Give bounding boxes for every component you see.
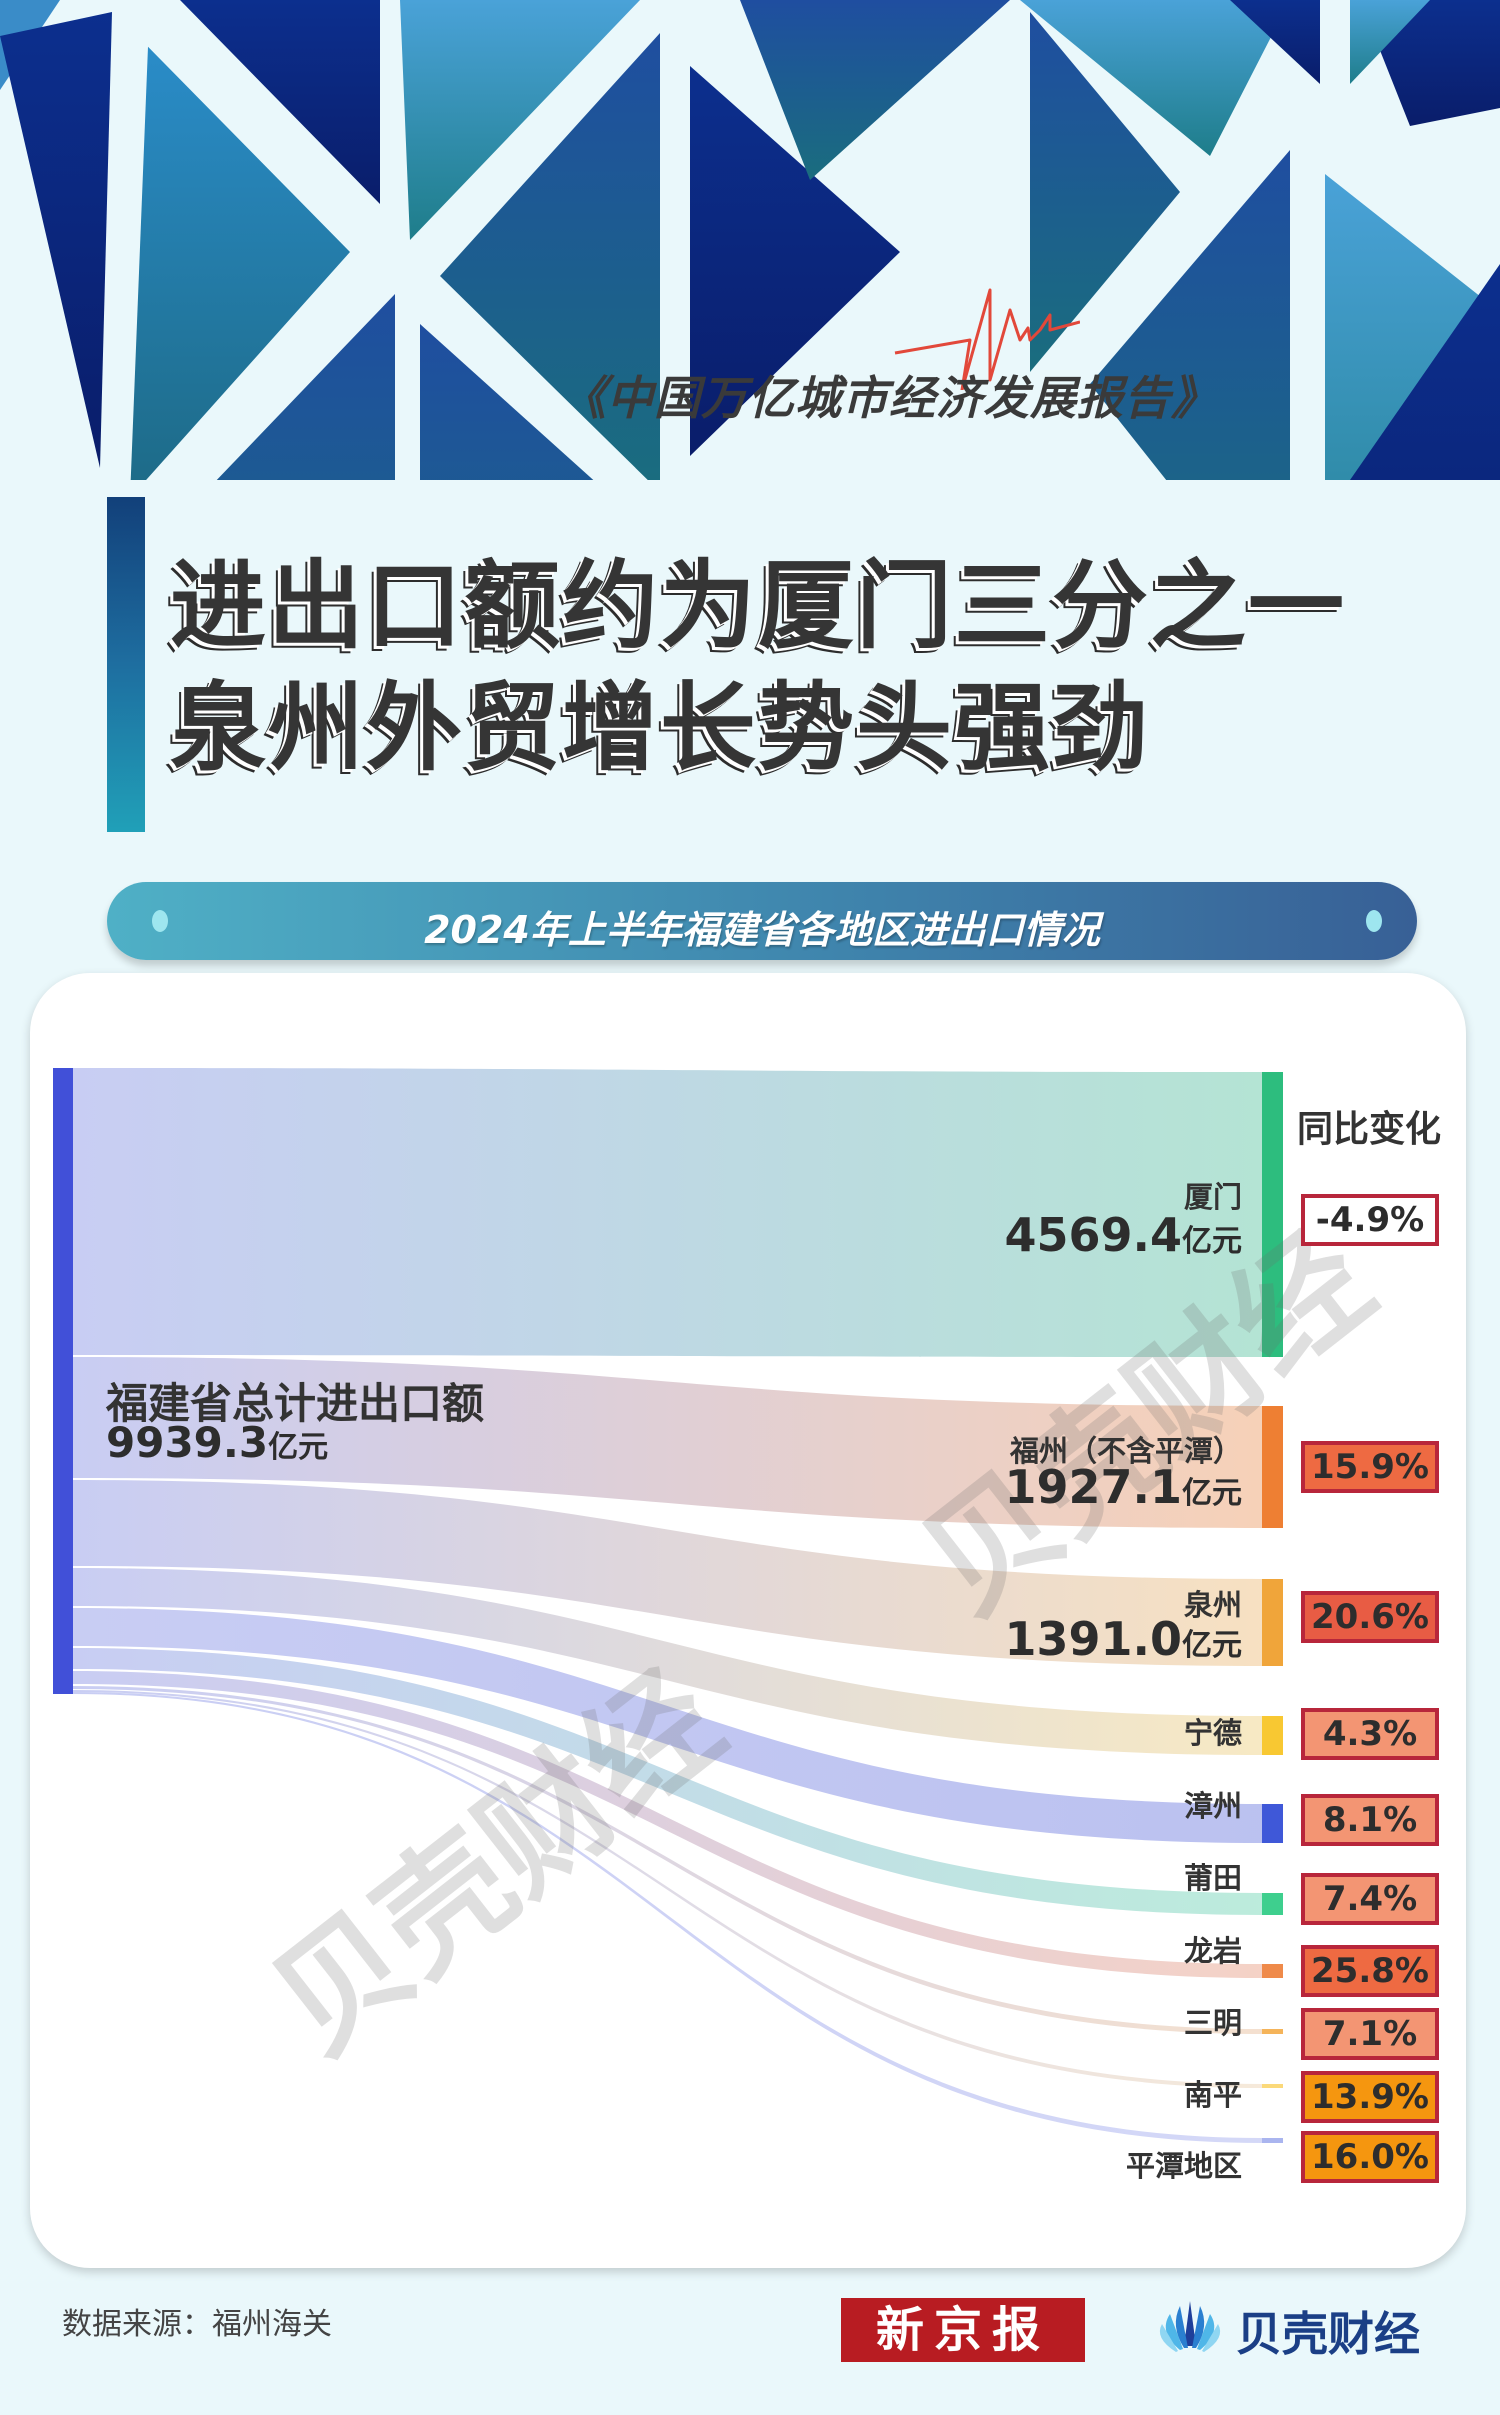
sankey-flow [73, 1686, 1262, 2034]
node-name-label: 莆田 [1183, 1861, 1242, 1895]
sankey-target-node [1262, 2084, 1283, 2088]
yoy-change-badge: 8.1% [1301, 1794, 1439, 1846]
sankey-target-node [1262, 1072, 1283, 1357]
yoy-change-badge: -4.9% [1301, 1194, 1439, 1246]
sankey-flow [73, 1068, 1262, 1357]
node-name-label: 泉州 [1183, 1588, 1242, 1622]
sankey-target-node [1262, 1893, 1283, 1915]
sankey-target-node [1262, 2029, 1283, 2034]
sankey-flow [73, 1671, 1262, 1978]
yoy-change-badge: 15.9% [1301, 1441, 1439, 1493]
headline-accent-bar [107, 497, 145, 832]
chart-subtitle-banner: 2024年上半年福建省各地区进出口情况 [107, 882, 1417, 960]
headline: 进出口额约为厦门三分之一 泉州外贸增长势头强劲 [170, 545, 1346, 789]
sankey-flow [73, 1480, 1262, 1666]
shell-icon [1159, 2301, 1221, 2352]
beike-caijing-logo: 贝壳财经 [1150, 2296, 1420, 2366]
sankey-source-node [53, 1068, 73, 1694]
node-value-label: 1391.0亿元 [1004, 1612, 1242, 1666]
node-name-label: 龙岩 [1183, 1934, 1242, 1968]
node-name-label: 平潭地区 [1125, 2149, 1242, 2183]
node-name-label: 宁德 [1183, 1716, 1242, 1750]
node-name-label: 南平 [1183, 2078, 1242, 2112]
yoy-change-badge: 25.8% [1301, 1945, 1439, 1997]
sankey-flow [73, 1692, 1262, 2143]
yoy-change-badge: 20.6% [1301, 1591, 1439, 1643]
node-name-label: 福州（不含平潭） [1009, 1434, 1242, 1468]
total-value-number: 9939.3 [106, 1418, 269, 1467]
data-source: 数据来源：福州海关 [62, 2307, 332, 2342]
heartbeat-line-icon [894, 288, 1080, 390]
yoy-column-header: 同比变化 [1297, 1109, 1442, 1150]
headline-line-1: 进出口额约为厦门三分之一 [170, 550, 1346, 662]
beike-logo-text: 贝壳财经 [1236, 2307, 1420, 2361]
yoy-change-badge: 4.3% [1301, 1708, 1439, 1760]
sankey-target-node [1262, 1406, 1283, 1528]
node-value-label: 4569.4亿元 [1004, 1208, 1242, 1262]
banner-dot-right-icon [1366, 910, 1382, 932]
total-value: 9939.3亿元 [106, 1418, 328, 1467]
node-value-label: 1927.1亿元 [1004, 1460, 1242, 1514]
yoy-change-badge: 7.4% [1301, 1873, 1439, 1925]
yoy-change-badge: 7.1% [1301, 2008, 1439, 2060]
node-name-label: 漳州 [1183, 1789, 1242, 1823]
sankey-target-node [1262, 1804, 1283, 1843]
node-name-label: 三明 [1183, 2006, 1242, 2040]
sankey-flow [73, 1690, 1262, 2088]
sankey-flow [73, 1648, 1262, 1915]
sankey-target-node [1262, 1716, 1283, 1755]
sankey-target-node [1262, 1579, 1283, 1666]
sankey-target-node [1262, 1964, 1283, 1978]
header-triangle-art [0, 0, 1500, 480]
headline-line-2: 泉州外贸增长势头强劲 [170, 672, 1150, 784]
report-series-title: 《中国万亿城市经济发展报告》 [560, 371, 1218, 425]
banner-dot-left-icon [152, 910, 168, 932]
sankey-flow [73, 1568, 1262, 1755]
sankey-flow [73, 1357, 1262, 1528]
sankey-flow [73, 1608, 1262, 1843]
yoy-change-badge: 13.9% [1301, 2071, 1439, 2123]
node-name-label: 厦门 [1183, 1180, 1242, 1214]
total-value-unit: 亿元 [268, 1430, 329, 1465]
xinjingbao-logo: 新京报 [841, 2298, 1085, 2362]
total-label: 福建省总计进出口额 [106, 1379, 485, 1428]
sankey-target-node [1262, 2138, 1283, 2143]
chart-subtitle: 2024年上半年福建省各地区进出口情况 [424, 908, 1100, 952]
yoy-change-badge: 16.0% [1301, 2131, 1439, 2183]
